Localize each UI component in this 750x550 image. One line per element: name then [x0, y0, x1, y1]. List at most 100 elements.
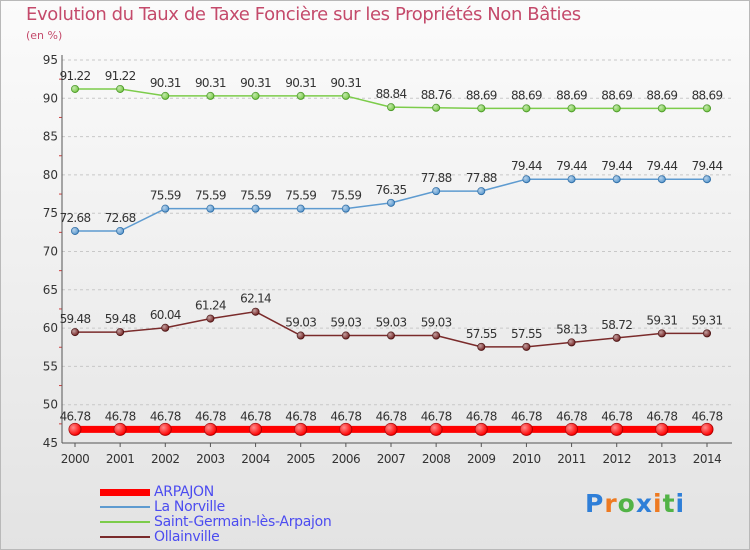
data-point-highlight — [206, 92, 214, 100]
data-point-highlight — [610, 423, 623, 436]
data-label: 72.68 — [105, 211, 136, 225]
legend-item-saint-germain: Saint-Germain-lès-Arpajon — [100, 514, 332, 530]
data-point-highlight — [297, 92, 305, 100]
data-label: 79.44 — [511, 159, 542, 173]
data-label: 57.55 — [466, 327, 497, 341]
data-point-highlight — [613, 104, 621, 112]
data-point-highlight — [387, 199, 395, 207]
data-point-highlight — [703, 104, 711, 112]
data-label: 59.48 — [105, 312, 136, 326]
data-point-highlight — [339, 423, 352, 436]
data-label: 88.69 — [511, 88, 542, 102]
data-point-highlight — [477, 187, 485, 195]
data-label: 46.78 — [376, 409, 407, 423]
data-point-highlight — [568, 175, 576, 183]
x-tick-label: 2006 — [332, 452, 361, 466]
data-label: 46.78 — [195, 409, 226, 423]
data-point-highlight — [655, 423, 668, 436]
data-point-highlight — [477, 343, 485, 351]
data-point-highlight — [385, 423, 397, 436]
legend-item-arpajon: ARPAJON — [100, 484, 214, 500]
data-point-highlight — [252, 92, 260, 100]
data-label: 90.31 — [330, 76, 361, 90]
x-tick-label: 2009 — [467, 452, 496, 466]
data-point-highlight — [71, 85, 79, 93]
legend-swatch-la-norville — [100, 506, 150, 508]
data-point-highlight — [297, 205, 305, 213]
data-point-highlight — [658, 329, 666, 337]
data-point-highlight — [114, 423, 127, 436]
logo-letter: i — [675, 489, 686, 518]
data-label: 46.78 — [330, 409, 361, 423]
data-point-highlight — [432, 187, 440, 195]
y-tick-label: 95 — [43, 53, 58, 67]
data-point-highlight — [161, 324, 169, 332]
data-label: 75.59 — [195, 189, 226, 203]
data-label: 76.35 — [376, 183, 407, 197]
y-tick-label: 90 — [43, 91, 58, 105]
logo-letter: x — [635, 489, 653, 518]
data-point-highlight — [342, 332, 350, 340]
x-tick-label: 2008 — [422, 452, 451, 466]
data-point-highlight — [568, 104, 576, 112]
data-point-highlight — [703, 175, 711, 183]
data-point-highlight — [252, 308, 260, 316]
data-label: 46.78 — [285, 409, 316, 423]
data-point-highlight — [159, 423, 172, 436]
data-label: 59.03 — [330, 316, 361, 330]
data-point-highlight — [249, 423, 262, 436]
data-label: 75.59 — [330, 189, 361, 203]
data-label: 59.03 — [285, 316, 316, 330]
legend-label-la-norville: La Norville — [154, 499, 225, 515]
data-point-highlight — [432, 332, 440, 340]
data-label: 46.78 — [601, 409, 632, 423]
y-tick-label: 50 — [43, 398, 58, 412]
y-tick-label: 60 — [43, 321, 58, 335]
data-label: 79.44 — [556, 159, 587, 173]
chart-subtitle: (en %) — [26, 29, 63, 42]
logo-letter: t — [662, 489, 676, 518]
x-tick-label: 2000 — [61, 452, 90, 466]
legend-swatch-ollainville — [100, 536, 150, 538]
data-point-highlight — [69, 423, 81, 436]
data-point-highlight — [71, 227, 79, 235]
data-point-highlight — [658, 104, 666, 112]
legend-label-saint-germain: Saint-Germain-lès-Arpajon — [154, 514, 332, 530]
x-tick-label: 2003 — [196, 452, 225, 466]
data-point-highlight — [430, 423, 443, 436]
data-label: 79.44 — [692, 159, 723, 173]
data-label: 46.78 — [421, 409, 452, 423]
data-point-highlight — [116, 328, 124, 336]
data-label: 75.59 — [285, 189, 316, 203]
data-point-highlight — [342, 205, 350, 213]
y-tick-label: 65 — [43, 283, 58, 297]
x-tick-label: 2014 — [693, 452, 722, 466]
data-point-highlight — [475, 423, 488, 436]
data-label: 59.48 — [60, 312, 91, 326]
y-tick-label: 70 — [43, 245, 58, 259]
x-tick-label: 2010 — [512, 452, 541, 466]
data-label: 72.68 — [60, 211, 91, 225]
data-label: 46.78 — [646, 409, 677, 423]
axes: 45 50 55 60 65 70 75 80 85 90 95 2000 2001 2002 2003 20… — [43, 53, 732, 466]
data-label: 88.69 — [646, 88, 677, 102]
data-point-highlight — [161, 205, 169, 213]
legend-swatch-saint-germain — [100, 521, 150, 523]
y-tick-label: 85 — [43, 130, 58, 144]
legend-item-ollainville: Ollainville — [100, 529, 220, 545]
legend-label-arpajon: ARPAJON — [154, 484, 214, 500]
data-label: 77.88 — [421, 171, 452, 185]
data-label: 46.78 — [240, 409, 271, 423]
legend-item-la-norville: La Norville — [100, 499, 225, 515]
logo-letter: i — [653, 489, 663, 518]
data-label: 79.44 — [646, 159, 677, 173]
y-tick-label: 80 — [43, 168, 58, 182]
data-label: 88.84 — [376, 87, 407, 101]
data-label: 90.31 — [150, 76, 181, 90]
data-point-highlight — [206, 205, 214, 213]
data-point-highlight — [477, 104, 485, 112]
series: 91.22 91.22 90.31 90.31 90.31 90.31 90.31 88.84… — [60, 69, 723, 436]
data-label: 59.03 — [376, 316, 407, 330]
x-tick-label: 2013 — [648, 452, 677, 466]
